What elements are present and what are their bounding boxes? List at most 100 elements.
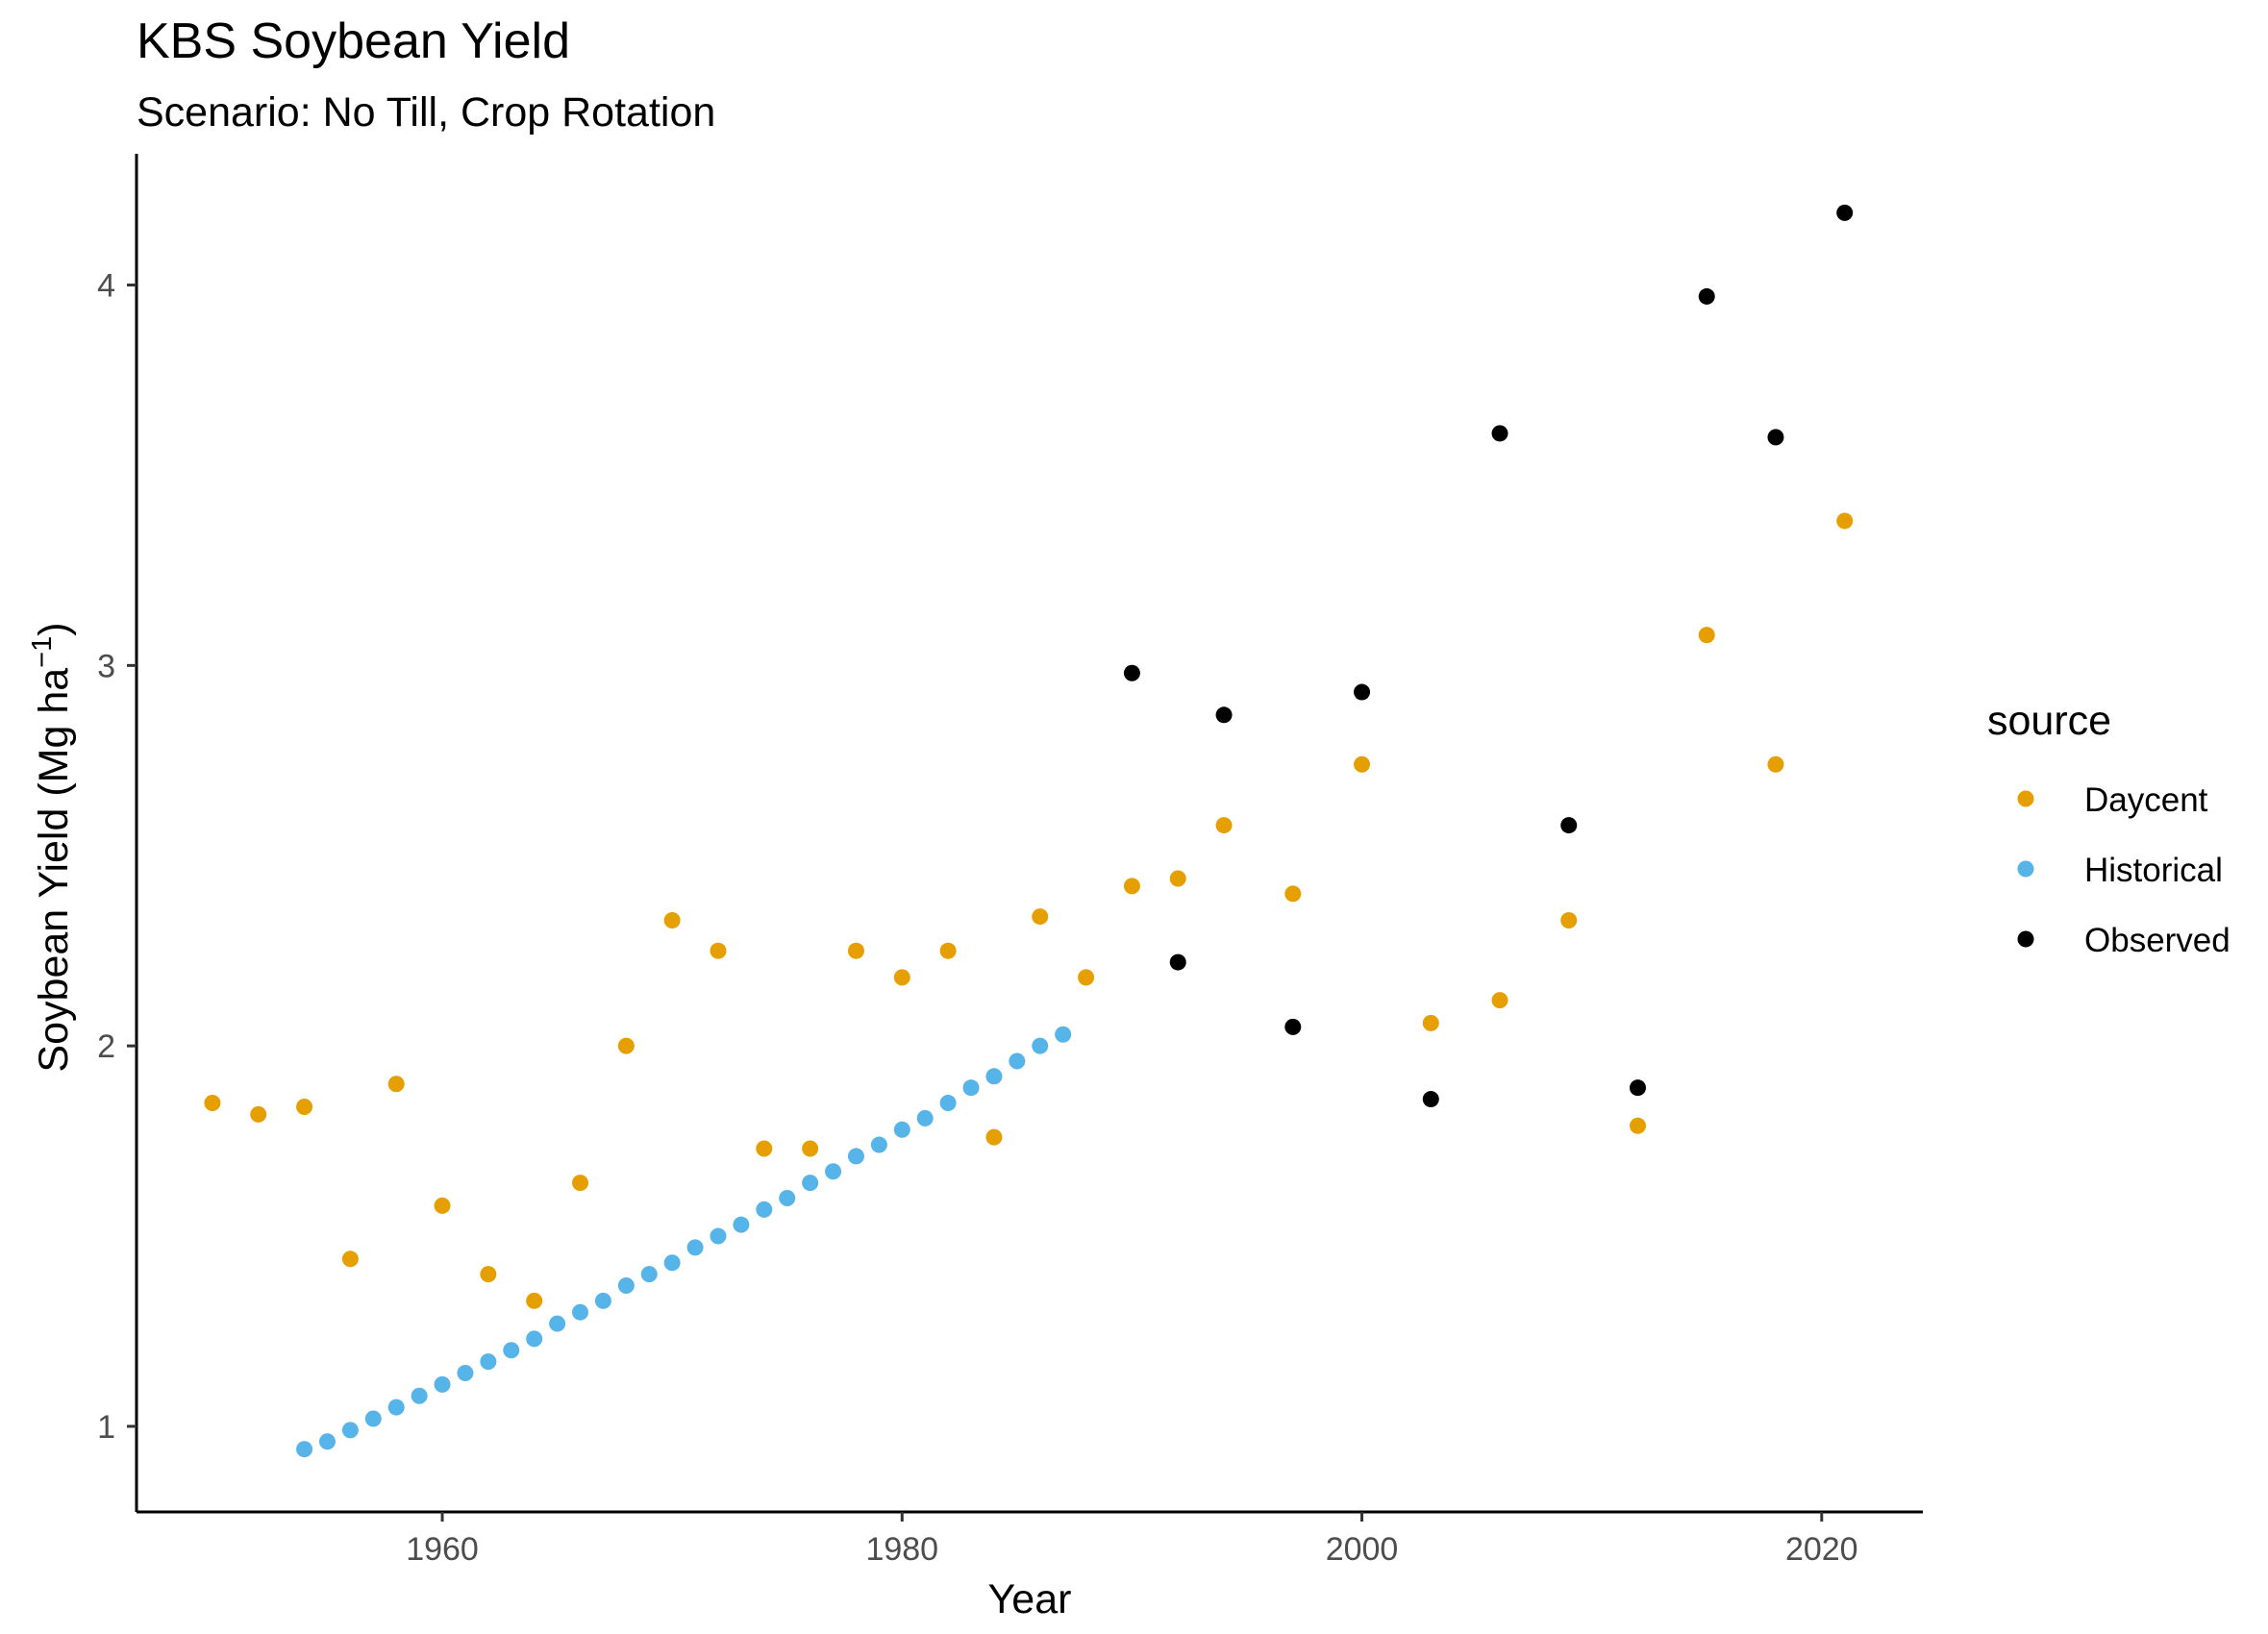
data-point-observed [1767, 429, 1784, 446]
data-point-historical [962, 1079, 980, 1097]
data-point-historical [825, 1163, 842, 1180]
data-point-daycent [1491, 992, 1508, 1009]
data-point-historical [686, 1239, 704, 1256]
data-point-historical [549, 1315, 566, 1332]
data-point-historical [733, 1216, 750, 1233]
data-point-historical [411, 1387, 428, 1404]
data-point-historical [296, 1441, 313, 1458]
data-point-daycent [1836, 512, 1854, 530]
data-point-observed [1215, 706, 1233, 724]
data-point-daycent [893, 969, 910, 986]
data-point-historical [847, 1148, 864, 1165]
data-point-historical [985, 1068, 1003, 1085]
data-point-daycent [802, 1140, 819, 1157]
legend: source Daycent Historical Observed [1987, 698, 2231, 959]
data-point-daycent [1078, 969, 1095, 986]
data-point-historical [457, 1365, 474, 1382]
data-point-historical [341, 1422, 359, 1439]
data-point-historical [916, 1109, 934, 1126]
data-point-daycent [1560, 912, 1578, 929]
data-point-historical [756, 1201, 773, 1218]
data-point-daycent [480, 1266, 497, 1283]
x-tick-label: 2020 [1785, 1531, 1858, 1568]
y-axis-ticks: 1 2 3 4 [97, 268, 137, 1446]
y-tick-label: 3 [97, 648, 115, 684]
y-axis-title-superscript: −1 [27, 636, 58, 668]
data-point-daycent [1422, 1014, 1439, 1031]
data-point-daycent [434, 1197, 451, 1214]
data-point-historical [526, 1330, 543, 1348]
x-tick-label: 1960 [406, 1531, 479, 1568]
data-point-daycent [1169, 870, 1186, 887]
data-point-daycent [617, 1037, 635, 1054]
data-point-daycent [1698, 627, 1715, 644]
y-axis-title-main: Soybean Yield (Mg ha [31, 668, 77, 1073]
data-point-daycent [250, 1105, 267, 1123]
data-point-daycent [526, 1292, 543, 1309]
data-point-daycent [296, 1098, 313, 1115]
data-point-historical [1009, 1052, 1026, 1070]
series-historical [296, 1026, 1072, 1458]
data-point-historical [364, 1410, 382, 1427]
data-point-daycent [985, 1128, 1003, 1146]
data-point-daycent [1629, 1117, 1646, 1134]
series-observed [1123, 204, 1854, 1108]
data-point-daycent [1215, 817, 1233, 834]
data-point-observed [1123, 664, 1140, 681]
legend-title: source [1987, 698, 2111, 744]
data-point-historical [572, 1303, 589, 1321]
y-tick-label: 1 [97, 1409, 115, 1446]
x-tick-label: 2000 [1326, 1531, 1399, 1568]
legend-items: Daycent Historical Observed [2017, 781, 2231, 959]
x-axis-ticks: 1960 1980 2000 2020 [406, 1512, 1858, 1568]
data-point-historical [802, 1175, 819, 1192]
data-point-daycent [939, 942, 957, 959]
data-point-observed [1698, 287, 1715, 305]
data-point-daycent [1767, 755, 1784, 773]
data-point-historical [434, 1375, 451, 1393]
data-point-daycent [1032, 908, 1049, 926]
data-point-historical [779, 1189, 796, 1206]
data-point-daycent [204, 1095, 221, 1112]
data-point-daycent [1123, 878, 1140, 895]
data-point-observed [1491, 425, 1508, 442]
data-point-observed [1629, 1079, 1646, 1097]
legend-label-daycent: Daycent [2084, 781, 2208, 819]
data-point-daycent [1354, 755, 1371, 773]
x-tick-label: 1980 [865, 1531, 938, 1568]
data-point-historical [1055, 1026, 1072, 1043]
y-axis-title: Soybean Yield (Mg ha−1) [27, 622, 77, 1072]
data-point-daycent [756, 1140, 773, 1157]
data-point-historical [939, 1095, 957, 1112]
data-point-historical [1032, 1037, 1049, 1054]
y-tick-label: 2 [97, 1028, 115, 1065]
legend-key-historical [2017, 860, 2034, 878]
data-point-daycent [1284, 885, 1302, 903]
data-point-historical [480, 1353, 497, 1371]
plot-area [204, 204, 1854, 1458]
data-point-historical [617, 1277, 635, 1294]
legend-label-historical: Historical [2084, 852, 2223, 889]
data-point-historical [710, 1227, 727, 1245]
data-point-historical [893, 1121, 910, 1138]
legend-label-observed: Observed [2084, 922, 2231, 959]
data-point-observed [1284, 1018, 1302, 1035]
y-tick-label: 4 [97, 268, 115, 305]
data-point-daycent [572, 1175, 589, 1192]
data-point-observed [1354, 683, 1371, 701]
x-axis-title: Year [988, 1576, 1072, 1622]
data-point-historical [503, 1342, 520, 1359]
data-point-observed [1836, 204, 1854, 221]
data-point-historical [663, 1254, 681, 1272]
series-daycent [204, 512, 1854, 1309]
legend-key-observed [2017, 930, 2034, 948]
data-point-historical [640, 1266, 658, 1283]
legend-key-daycent [2017, 790, 2034, 807]
data-point-observed [1422, 1091, 1439, 1108]
data-point-daycent [387, 1076, 405, 1093]
data-point-observed [1169, 953, 1186, 971]
data-point-daycent [341, 1250, 359, 1268]
data-point-historical [594, 1292, 611, 1309]
chart-title: KBS Soybean Yield [137, 13, 570, 69]
